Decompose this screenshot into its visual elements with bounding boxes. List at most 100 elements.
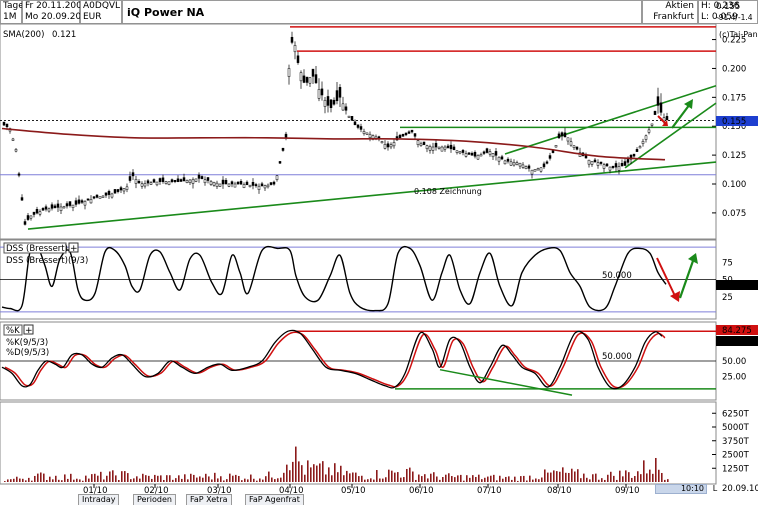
scroll-left-button[interactable]: L (712, 484, 718, 493)
volume-bar (145, 475, 147, 482)
volume-bar (451, 476, 453, 482)
volume-bar (466, 475, 468, 482)
volume-bar (643, 460, 645, 482)
volume-bar (550, 472, 552, 482)
stoch-d-value: 84.275 (722, 326, 752, 336)
volume-bar (490, 475, 492, 482)
volume-bar (244, 478, 246, 482)
candle-body (77, 199, 81, 204)
current-price-flag (716, 116, 758, 126)
candle-body (386, 143, 390, 148)
dss-expand-icon[interactable] (68, 242, 79, 253)
candle-body (527, 165, 531, 169)
volume-bar (163, 479, 165, 482)
volume-bar (568, 472, 570, 482)
tab-perioden[interactable]: Perioden (133, 494, 176, 505)
stoch-divergence-line (439, 368, 573, 396)
price-ytick-label: 0.100 (722, 180, 746, 190)
candle-body (11, 138, 15, 141)
dss-line (1, 245, 667, 312)
volume-bar (154, 474, 156, 482)
scroll-date-label: 20.09.10 (722, 484, 758, 494)
candle-body (392, 142, 396, 147)
dss-level-label: 50.000 (602, 271, 632, 281)
candle-body (449, 144, 453, 150)
stoch-ytick-label: 25.00 (722, 373, 746, 383)
candle-body (164, 181, 168, 184)
volume-bar (331, 475, 333, 482)
candle-body (62, 206, 66, 209)
candle-body (410, 129, 414, 133)
candle-body (26, 215, 30, 220)
volume-bar (286, 464, 288, 482)
candle-body (206, 177, 210, 181)
exchange-cell: Aktien Frankfurt (642, 0, 698, 24)
dss-title: DSS (Bressert) (6, 244, 68, 254)
candle-body (50, 204, 54, 209)
volume-bar (7, 479, 9, 482)
candle-body (101, 195, 105, 198)
volume-bar (73, 479, 75, 482)
tab-fap-xetra[interactable]: FaP Xetra (186, 494, 232, 505)
candle-body (572, 145, 576, 148)
volume-bar (208, 476, 210, 482)
candle-body (476, 155, 480, 160)
tab-intraday[interactable]: Intraday (78, 494, 120, 505)
volume-bar (526, 480, 528, 482)
stoch-title-box[interactable] (3, 324, 23, 336)
volume-bar (616, 479, 618, 482)
volume-bar (37, 473, 39, 482)
volume-bar (31, 480, 33, 482)
exchange-name: Frankfurt (653, 12, 694, 22)
candle-body (242, 184, 246, 188)
volume-bar (235, 474, 237, 482)
down-arrow-shaft (657, 115, 667, 125)
volume-bar (352, 472, 354, 482)
stoch-k-value: 82.010 (722, 337, 752, 347)
stoch-k-flag (716, 336, 758, 346)
dss-title-box[interactable] (3, 242, 67, 254)
volume-bar (514, 476, 516, 482)
dss-expand-glyph: + (70, 244, 78, 254)
candle-body (212, 182, 216, 186)
candle-body (167, 181, 171, 185)
candle-body (119, 187, 123, 191)
time-scrollbar-thumb[interactable]: 10:10 (655, 484, 707, 494)
up-arrow-head (684, 99, 693, 109)
price-ytick-label: 0.200 (722, 64, 746, 74)
volume-bar (121, 471, 123, 482)
volume-bar (427, 478, 429, 482)
volume-bar (364, 479, 366, 482)
volume-bar (577, 469, 579, 482)
candle-body (296, 55, 300, 63)
candle-body (245, 181, 249, 186)
volume-bar (472, 475, 474, 482)
period-range[interactable]: 1M (3, 12, 17, 22)
volume-bar (655, 457, 657, 482)
candle-body (161, 177, 165, 182)
volume-bar (172, 479, 174, 482)
stoch-expand-icon[interactable] (23, 324, 34, 335)
volume-bar (664, 479, 666, 482)
volume-bar (424, 474, 426, 482)
candle-body (566, 137, 570, 142)
candle-body (71, 204, 75, 208)
volume-bar (61, 480, 63, 482)
volume-bar (184, 474, 186, 482)
candle-body (263, 185, 267, 189)
candle-body (56, 203, 60, 208)
x-tick-label: 08/10 (547, 486, 572, 496)
candle-body (434, 142, 438, 148)
volume-bar (463, 480, 465, 482)
channel-lower-trendline (624, 102, 717, 169)
long-term-trendline (27, 161, 717, 230)
candle-body (128, 176, 132, 181)
candle-body (551, 150, 555, 153)
wkn-code: A0DQVL (83, 1, 121, 11)
tab-fap-agenfrat[interactable]: FaP Agenfrat (245, 494, 304, 505)
volume-bar (289, 470, 291, 482)
high-label: H: 0.236 (701, 1, 740, 11)
volume-bar (52, 479, 54, 482)
volume-bar (370, 478, 372, 482)
